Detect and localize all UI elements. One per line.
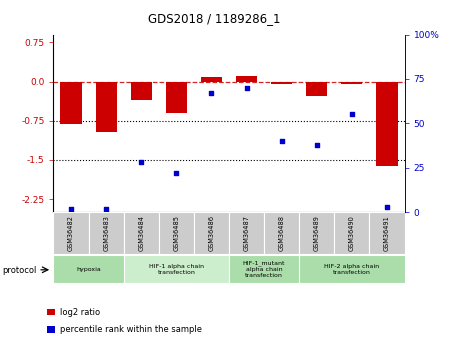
Point [173,170,180,176]
Point [348,112,356,117]
Text: GDS2018 / 1189286_1: GDS2018 / 1189286_1 [148,12,280,25]
Text: GSM36490: GSM36490 [349,215,355,251]
Bar [299,212,334,254]
Bar [124,212,159,254]
Bar [377,81,398,166]
Text: GSM36489: GSM36489 [314,215,320,251]
Text: HIF-1_mutant
alpha chain
transfection: HIF-1_mutant alpha chain transfection [243,260,286,278]
Text: GSM36486: GSM36486 [208,215,214,251]
Bar [166,81,187,113]
Bar [271,81,292,83]
Bar [369,212,405,254]
Bar [131,81,152,100]
Text: GSM36487: GSM36487 [244,215,250,251]
Bar [201,77,222,81]
Text: GSM36483: GSM36483 [103,215,109,251]
Point [138,160,145,165]
Bar [306,81,327,96]
Bar [124,255,229,283]
Text: GSM36484: GSM36484 [138,215,144,251]
Text: GSM36482: GSM36482 [68,215,74,251]
Text: hypoxia: hypoxia [76,267,101,272]
Point [243,85,250,91]
Point [208,90,215,96]
Bar [334,212,370,254]
Point [313,142,320,147]
Text: HIF-1 alpha chain
transfection: HIF-1 alpha chain transfection [149,264,204,275]
Bar [194,212,229,254]
Point [102,206,110,211]
Bar [229,212,264,254]
Bar [159,212,194,254]
Bar [53,212,88,254]
Text: log2 ratio: log2 ratio [60,308,100,317]
Bar [60,81,81,125]
Bar [88,212,124,254]
Bar [341,81,362,84]
Text: GSM36485: GSM36485 [173,215,179,251]
Point [278,138,286,144]
Text: protocol: protocol [2,266,37,275]
Bar [53,255,124,283]
Text: GSM36491: GSM36491 [384,215,390,251]
Bar [299,255,405,283]
Text: percentile rank within the sample: percentile rank within the sample [60,325,202,334]
Bar [264,212,299,254]
Point [67,206,75,211]
Bar [236,76,257,81]
Bar [229,255,299,283]
Bar [96,81,117,132]
Text: GSM36488: GSM36488 [279,215,285,251]
Point [383,204,391,210]
Text: HIF-2 alpha chain
transfection: HIF-2 alpha chain transfection [324,264,379,275]
